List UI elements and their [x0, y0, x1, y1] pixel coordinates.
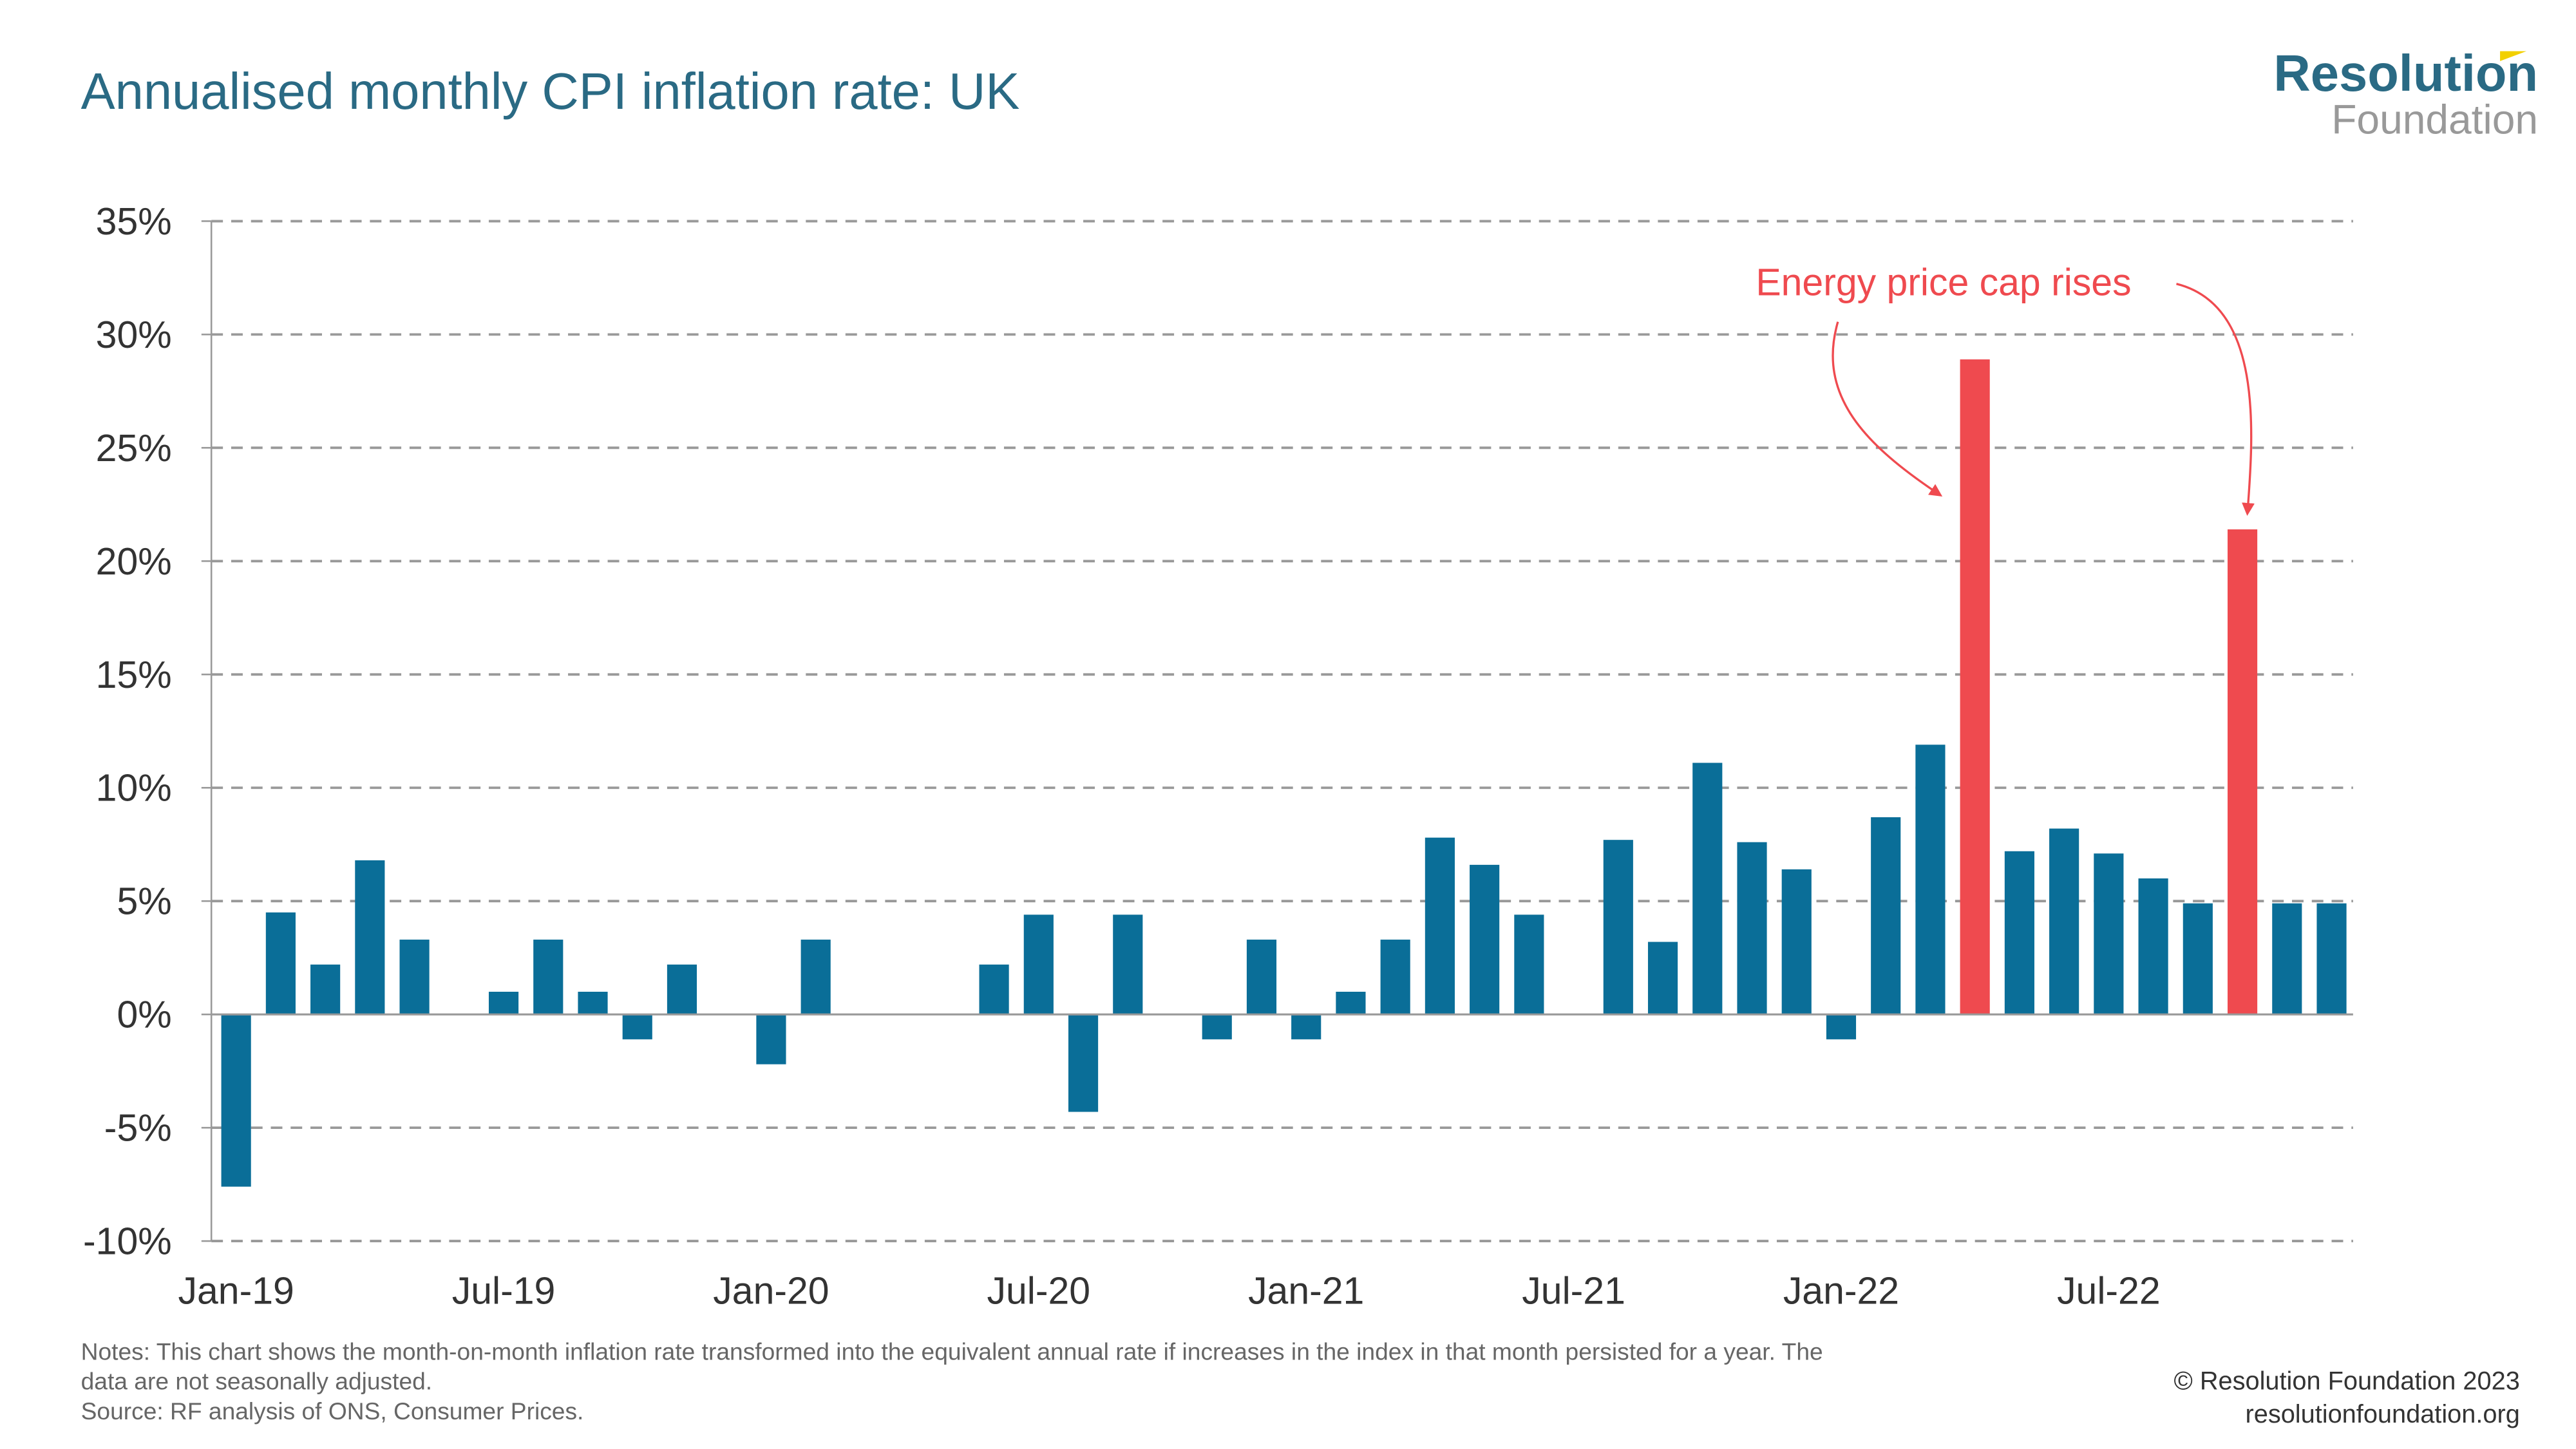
bar-dec-22 [2316, 903, 2347, 1015]
x-tick-label: Jul-20 [987, 1271, 1091, 1312]
notes-line1: Notes: This chart shows the month-on-mon… [81, 1338, 1823, 1365]
source: Source: RF analysis of ONS, Consumer Pri… [81, 1397, 584, 1425]
footer: Notes: This chart shows the month-on-mon… [81, 1338, 2520, 1428]
notes-line2: data are not seasonally adjusted. [81, 1368, 432, 1395]
bar-mar-21 [1380, 940, 1410, 1015]
bar-apr-19 [355, 860, 385, 1015]
bar-may-19 [399, 940, 430, 1015]
annotation-arrow-apr22 [1832, 321, 1943, 497]
gridlines [211, 220, 2353, 1243]
bar-jan-20 [756, 1014, 786, 1065]
bar-aug-20 [1068, 1014, 1099, 1112]
bar-feb-22 [1871, 817, 1901, 1015]
bar-may-22 [2004, 851, 2034, 1015]
y-tick-label: 25% [96, 428, 172, 469]
bar-apr-22 [1960, 359, 1990, 1015]
logo: Resolution Foundation [2273, 44, 2538, 143]
bar-apr-21 [1425, 837, 1455, 1015]
x-tick-label: Jan-22 [1783, 1271, 1899, 1312]
bar-jun-20 [979, 964, 1009, 1015]
bar-jun-21 [1514, 914, 1544, 1015]
bar-nov-20 [1202, 1014, 1232, 1039]
logo-line2: Foundation [2331, 97, 2538, 143]
y-tick-label: -5% [104, 1108, 172, 1150]
x-tick-label: Jan-19 [178, 1271, 294, 1312]
bar-mar-22 [1915, 744, 1946, 1015]
bar-jan-22 [1826, 1014, 1857, 1039]
y-tick-label: 10% [96, 768, 172, 810]
y-axis-ticks: 35% 30% 25% 20% 15% 10% 5% 0% -5% -10% [83, 201, 212, 1263]
bar-nov-21 [1737, 842, 1767, 1015]
bar-nov-19 [667, 964, 697, 1015]
x-tick-label: Jan-20 [713, 1271, 829, 1312]
bar-nov-22 [2272, 903, 2302, 1015]
website: resolutionfoundation.org [2246, 1400, 2520, 1428]
y-tick-label: 0% [117, 994, 171, 1036]
x-tick-label: Jul-21 [1522, 1271, 1625, 1312]
bar-jul-20 [1023, 914, 1054, 1015]
x-tick-label: Jul-19 [452, 1271, 556, 1312]
y-tick-label: 5% [117, 881, 171, 923]
bar-sep-22 [2183, 903, 2213, 1015]
bar-jan-21 [1291, 1014, 1321, 1039]
logo-accent [2500, 51, 2527, 61]
bar-dec-21 [1781, 869, 1812, 1015]
bar-oct-19 [622, 1014, 652, 1039]
annotation-text: Energy price cap rises [1756, 262, 2131, 304]
bar-jan-19 [221, 1014, 251, 1187]
bar-aug-22 [2138, 878, 2168, 1015]
bar-feb-19 [265, 912, 296, 1015]
y-tick-label: -10% [83, 1221, 172, 1263]
bar-may-21 [1470, 864, 1500, 1015]
bar-sep-20 [1113, 914, 1143, 1015]
logo-line1: Resolution [2273, 44, 2538, 102]
y-tick-label: 15% [96, 654, 172, 696]
bar-oct-21 [1692, 762, 1723, 1015]
bar-jun-22 [2049, 828, 2079, 1015]
bar-oct-22 [2227, 529, 2258, 1015]
bar-mar-19 [310, 964, 341, 1015]
annotation-arrow-oct22 [2176, 283, 2255, 516]
bar-feb-20 [800, 940, 831, 1015]
bar-aug-21 [1603, 840, 1633, 1015]
y-tick-label: 20% [96, 541, 172, 583]
bar-jul-22 [2094, 853, 2124, 1015]
y-tick-label: 35% [96, 201, 172, 243]
bar-sep-19 [578, 991, 608, 1015]
annotation: Energy price cap rises [1756, 262, 2255, 516]
chart-title: Annualised monthly CPI inflation rate: U… [81, 62, 1020, 120]
bar-dec-20 [1246, 940, 1277, 1015]
bar-aug-19 [533, 940, 564, 1015]
y-tick-label: 30% [96, 314, 172, 356]
bar-feb-21 [1336, 991, 1366, 1015]
bar-sep-21 [1647, 942, 1678, 1015]
x-tick-label: Jul-22 [2057, 1271, 2161, 1312]
bar-jul-19 [488, 991, 519, 1015]
x-axis-ticks: Jan-19 Jul-19 Jan-20 Jul-20 Jan-21 Jul-21 Jan-… [178, 1271, 2161, 1312]
copyright: © Resolution Foundation 2023 [2174, 1367, 2520, 1396]
x-tick-label: Jan-21 [1248, 1271, 1364, 1312]
bars [221, 359, 2347, 1187]
